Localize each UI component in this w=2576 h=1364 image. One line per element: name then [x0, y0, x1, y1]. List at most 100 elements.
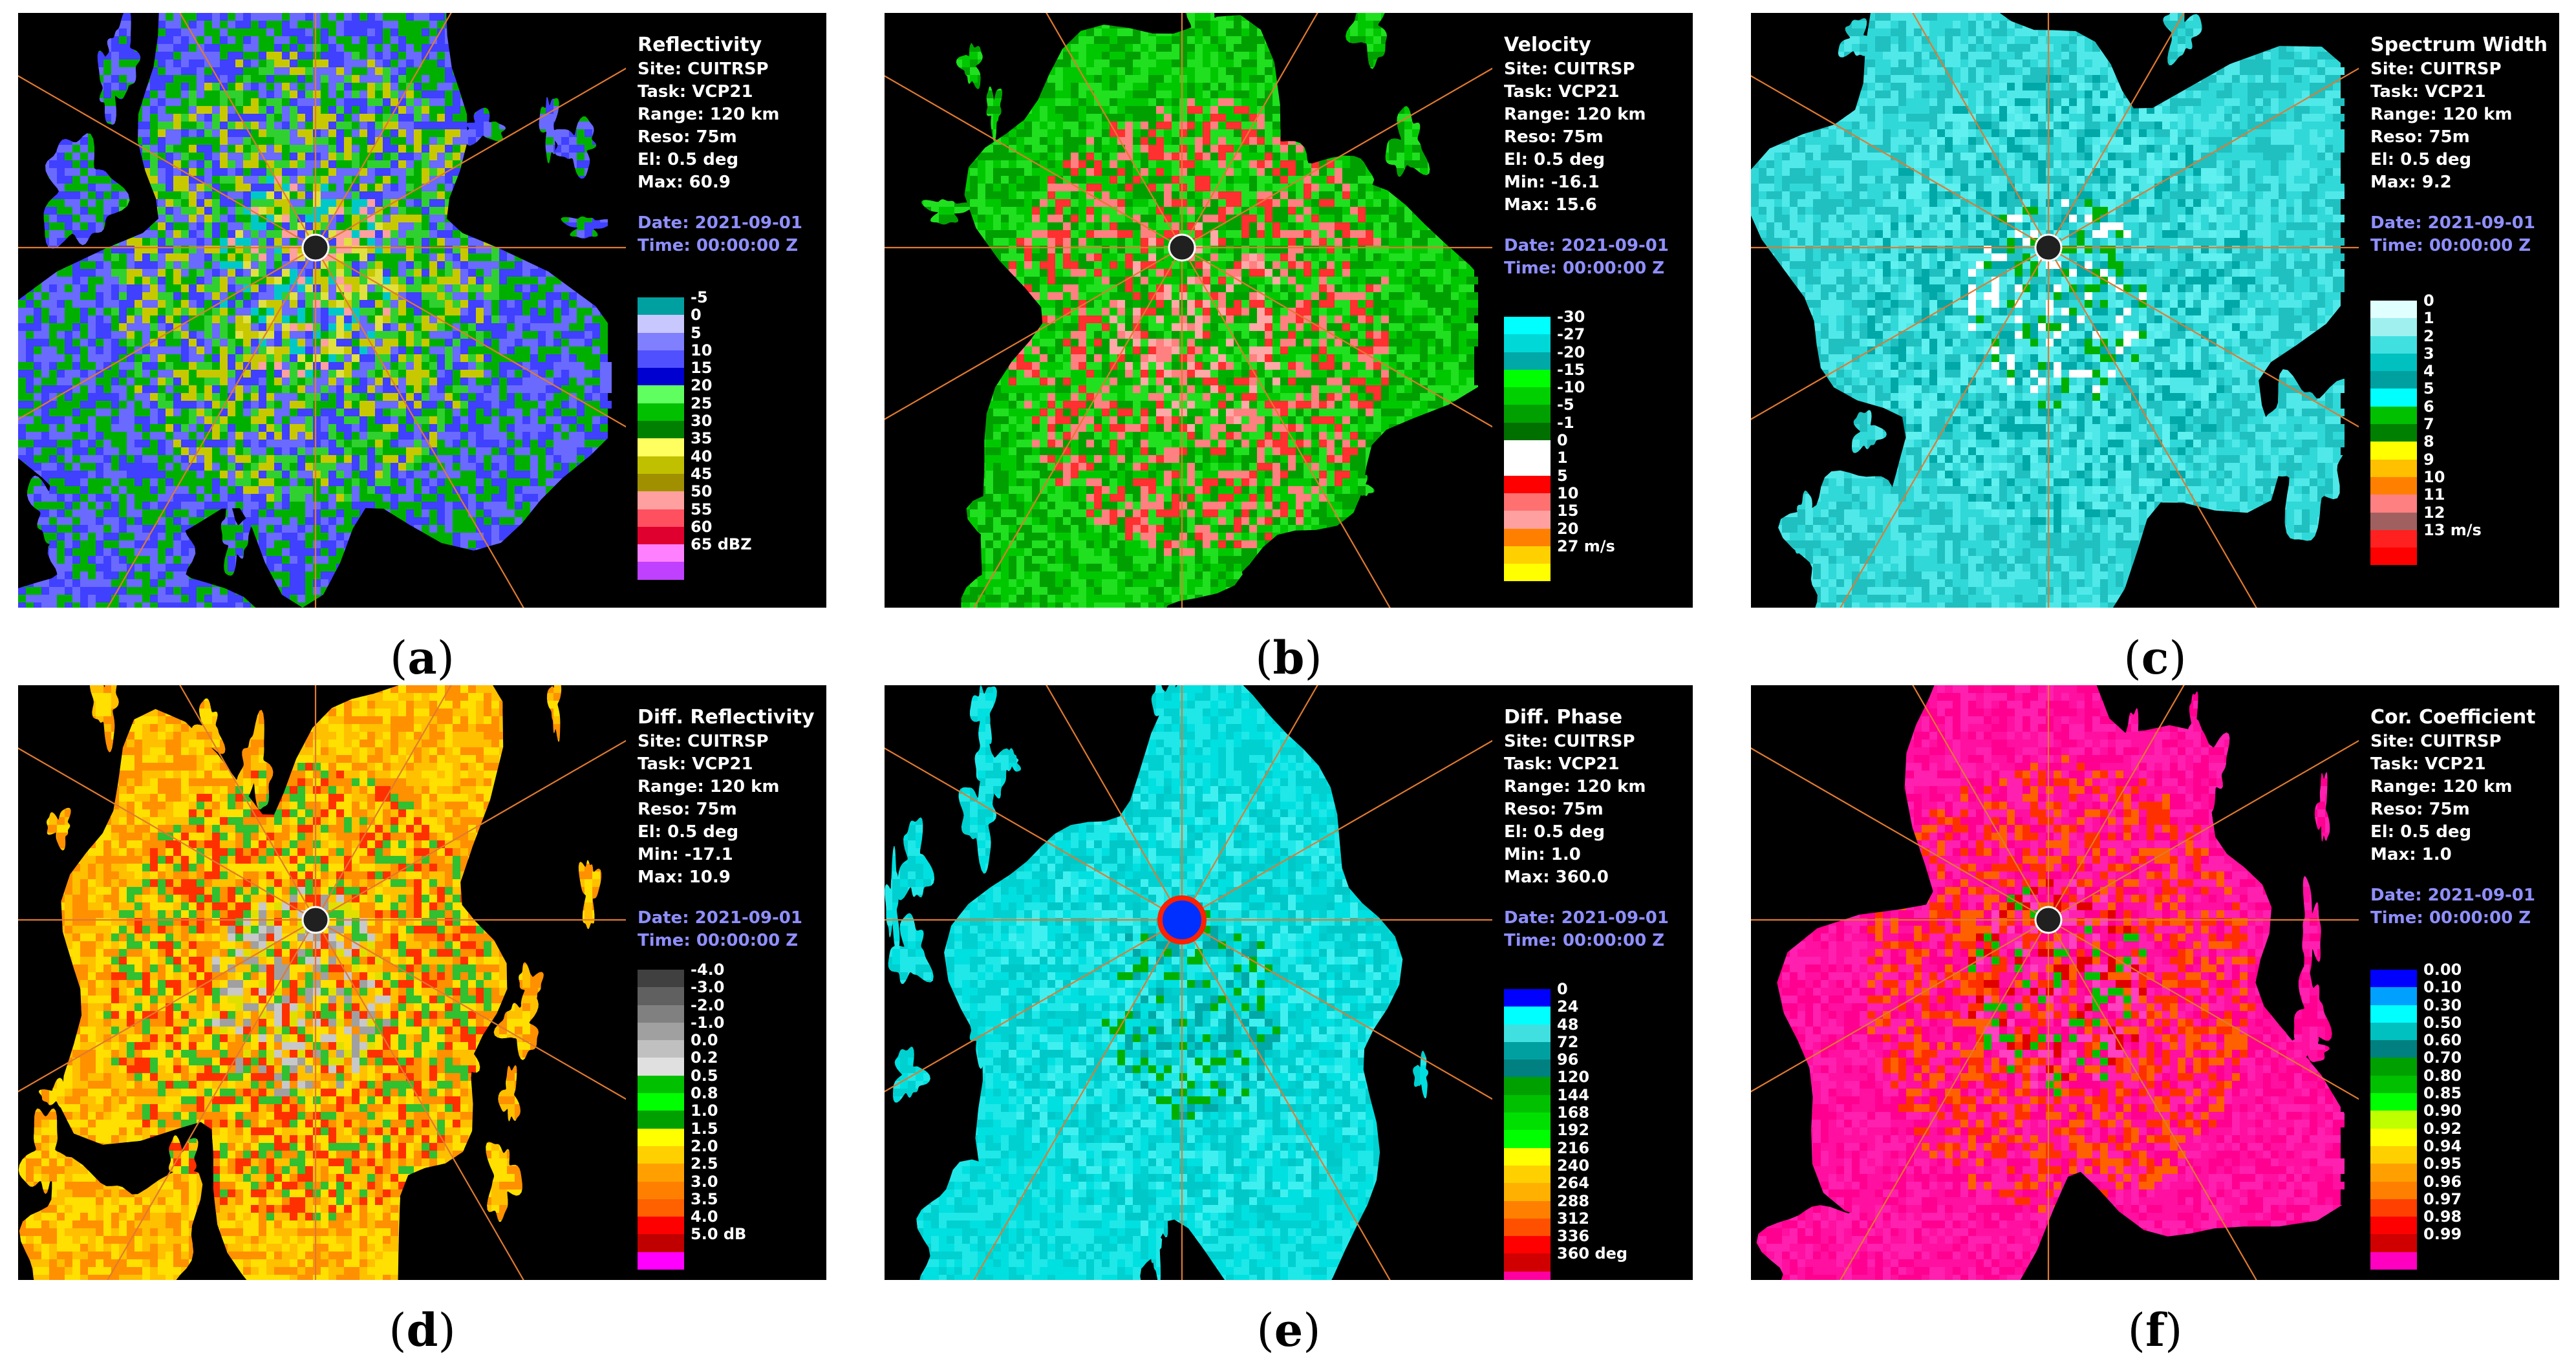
- info-line: Site: CUITRSP: [638, 730, 815, 753]
- legend-row: 12: [2370, 504, 2559, 530]
- legend-row: 9: [2370, 451, 2559, 477]
- legend-row: 50: [638, 483, 826, 509]
- legend-swatch: [638, 491, 684, 509]
- radar-site-marker: [301, 906, 330, 934]
- legend-label: 3: [2423, 345, 2434, 362]
- legend-swatch: [638, 1005, 684, 1023]
- legend-row: 168: [1504, 1104, 1693, 1131]
- info-line: Reso: 75m: [1504, 798, 1669, 821]
- radar-panel-e: Diff. Phase Site: CUITRSP Task: VCP21 Range…: [885, 685, 1693, 1280]
- info-line: Reso: 75m: [638, 126, 802, 149]
- legend-row: 1.0: [638, 1102, 826, 1129]
- legend-row: 0.10: [2370, 979, 2559, 1005]
- legend-swatch: [2370, 336, 2417, 354]
- legend-label: 45: [691, 465, 712, 482]
- legend-label: 1: [1557, 449, 1568, 466]
- legend-row: 0.00: [2370, 961, 2559, 988]
- legend-swatch: [1504, 1094, 1551, 1113]
- info-line: Min: -16.1: [1504, 171, 1669, 194]
- legend-row: 4: [2370, 363, 2559, 389]
- legend-label: 10: [691, 342, 712, 359]
- legend-swatch: [1504, 564, 1551, 582]
- date-line: Date: 2021-09-01: [1504, 907, 1669, 930]
- legend-swatch: [1504, 352, 1551, 370]
- info-line: El: 0.5 deg: [2370, 821, 2536, 844]
- legend-label: 65 dBZ: [691, 536, 752, 553]
- info-line: Max: 360.0: [1504, 866, 1669, 889]
- legend-label: 96: [1557, 1051, 1578, 1068]
- legend-swatch: [1504, 1041, 1551, 1060]
- info-line: Task: VCP21: [2370, 753, 2536, 776]
- legend-swatch: [638, 350, 684, 368]
- legend-row: [2370, 1252, 2559, 1270]
- color-legend: -5 0 5 10 15 20 25 30 35 40 45 50 55 60 65 dBZ: [638, 289, 826, 580]
- legend-label: 0: [1557, 432, 1568, 449]
- legend-label: -3.0: [691, 979, 724, 996]
- legend-label: 2.5: [691, 1155, 718, 1172]
- info-line: Task: VCP21: [638, 753, 815, 776]
- legend-label: -30: [1557, 308, 1585, 325]
- legend-label: 5: [2423, 380, 2434, 397]
- legend-swatch: [2370, 476, 2417, 495]
- legend-row: 3.0: [638, 1173, 826, 1199]
- legend-label: -5: [1557, 396, 1574, 413]
- legend-row: 0.60: [2370, 1032, 2559, 1058]
- legend-swatch: [1504, 440, 1551, 458]
- legend-row: 72: [1504, 1034, 1693, 1060]
- legend-row: 65 dBZ: [638, 536, 826, 562]
- legend-swatch: [2370, 970, 2417, 988]
- legend-row: 7: [2370, 416, 2559, 442]
- legend-row: -5: [638, 289, 826, 315]
- legend-swatch: [2370, 459, 2417, 477]
- legend-label: 168: [1557, 1104, 1589, 1121]
- legend-swatch: [638, 456, 684, 474]
- product-title: Diff. Phase: [1504, 705, 1669, 730]
- legend-swatch: [2370, 1111, 2417, 1129]
- legend-swatch: [638, 509, 684, 527]
- legend-row: 1: [1504, 449, 1693, 476]
- legend-row: 0.90: [2370, 1102, 2559, 1129]
- legend-swatch: [2370, 529, 2417, 548]
- legend-row: 10: [1504, 485, 1693, 511]
- legend-swatch: [1504, 1113, 1551, 1131]
- legend-label: 1.0: [691, 1102, 718, 1119]
- legend-label: 4.0: [691, 1208, 718, 1225]
- legend-label: 4: [2423, 363, 2434, 379]
- legend-row: -27: [1504, 326, 1693, 352]
- legend-swatch: [638, 1058, 684, 1076]
- info-line: Max: 60.9: [638, 171, 802, 194]
- legend-swatch: [2370, 512, 2417, 530]
- info-line: Max: 10.9: [638, 866, 815, 889]
- legend-label: 0: [1557, 981, 1568, 997]
- legend-label: 20: [691, 377, 712, 394]
- legend-swatch: [2370, 1075, 2417, 1094]
- legend-label: 25: [691, 395, 712, 412]
- legend-label: 55: [691, 501, 712, 518]
- legend-row: 15: [1504, 502, 1693, 529]
- legend-label: 0.92: [2423, 1120, 2462, 1137]
- color-legend: 0 24 48 72 96 120 144 168 192 216 240 264 288 312 336 3…: [1504, 981, 1693, 1280]
- legend-label: -20: [1557, 344, 1585, 361]
- legend-label: 60: [691, 518, 712, 535]
- legend-label: 144: [1557, 1087, 1589, 1103]
- info-line: Site: CUITRSP: [1504, 58, 1669, 81]
- radar-site-marker: [301, 233, 330, 262]
- legend-row: 0.50: [2370, 1014, 2559, 1041]
- legend-swatch: [1504, 317, 1551, 335]
- info-line: Site: CUITRSP: [2370, 58, 2548, 81]
- legend-row: -20: [1504, 344, 1693, 370]
- info-line: Task: VCP21: [1504, 81, 1669, 103]
- legend-row: 288: [1504, 1193, 1693, 1219]
- legend-label: 216: [1557, 1140, 1589, 1156]
- time-line: Time: 00:00:00 Z: [1504, 257, 1669, 280]
- color-legend: 0 1 2 3 4 5 6 7 8 9 10 11 12 13 m/s: [2370, 292, 2559, 566]
- legend-swatch: [2370, 406, 2417, 425]
- info-line: Min: -17.1: [638, 844, 815, 866]
- legend-label: -1: [1557, 414, 1574, 431]
- legend-swatch: [638, 1181, 684, 1199]
- color-legend: -30 -27 -20 -15 -10 -5 -1 0 1 5 10 15 20 27 m/s: [1504, 308, 1693, 582]
- radar-info-block: Spectrum Width Site: CUITRSP Task: VCP21 Ra…: [2370, 32, 2548, 257]
- legend-label: 5.0 dB: [691, 1226, 746, 1242]
- time-line: Time: 00:00:00 Z: [1504, 930, 1669, 952]
- legend-label: 8: [2423, 433, 2434, 450]
